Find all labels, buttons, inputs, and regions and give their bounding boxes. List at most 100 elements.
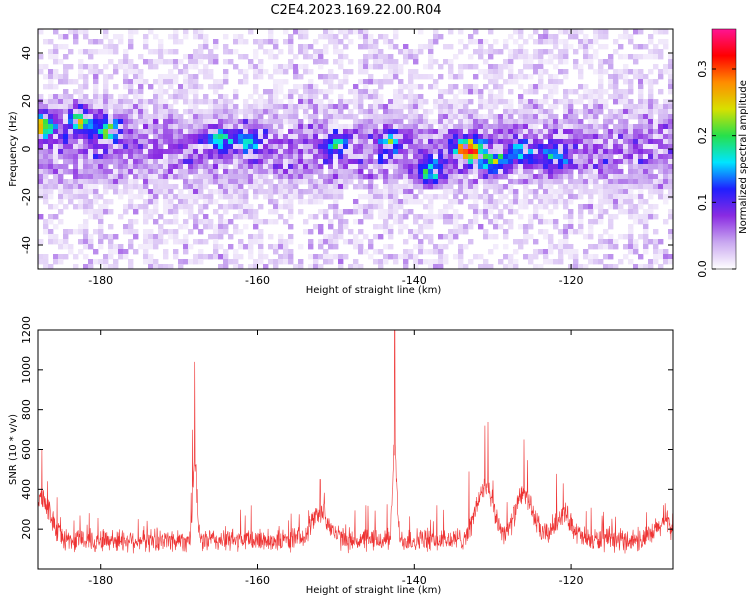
spectrogram-cell (488, 109, 494, 115)
spectrogram-cell (643, 124, 649, 130)
spectrogram-cell (288, 199, 294, 205)
spectrogram-cell (498, 164, 504, 170)
spectrogram-cell (178, 259, 184, 265)
spectrogram-cell (473, 219, 479, 225)
y-tick-label: 40 (20, 46, 33, 60)
y-tick-label: 20 (20, 94, 33, 108)
spectrogram-cell (663, 64, 669, 70)
spectrogram-cell (598, 89, 604, 95)
spectrogram-cell (513, 239, 519, 245)
spectrogram-cell (63, 74, 69, 80)
spectrogram-cell (508, 34, 514, 40)
colorbar: 0.00.10.20.3 Normalized spectral amplitu… (696, 28, 749, 278)
spectrogram-cell (198, 134, 204, 140)
spectrogram-cell (138, 164, 144, 170)
spectrogram-cell (513, 199, 519, 205)
spectrogram-cell (88, 159, 94, 165)
spectrogram-cell (258, 234, 264, 240)
spectrogram-cell (453, 174, 459, 180)
spectrogram-cell (273, 44, 279, 50)
spectrogram-cell (398, 144, 404, 150)
spectrogram-cell (568, 34, 574, 40)
spectrogram-cell (453, 224, 459, 230)
spectrogram-cell (208, 254, 214, 260)
spectrogram-cell (598, 159, 604, 165)
spectrogram-cell (278, 129, 284, 135)
spectrogram-cell (628, 179, 634, 185)
spectrogram-cell (453, 199, 459, 205)
spectrogram-cell (573, 129, 579, 135)
spectrogram-cell (518, 119, 524, 125)
spectrogram-cell (228, 104, 234, 110)
spectrogram-cell (583, 204, 589, 210)
spectrogram-cell (263, 179, 269, 185)
spectrogram-cell (323, 49, 329, 55)
spectrogram-cell (328, 189, 334, 195)
spectrogram-cell (503, 254, 509, 260)
spectrogram-cell (533, 144, 539, 150)
spectrogram-cell (73, 179, 79, 185)
spectrogram-cell (563, 154, 569, 160)
spectrogram-cell (593, 119, 599, 125)
spectrogram-cell (623, 124, 629, 130)
spectrogram-cell (118, 214, 124, 220)
spectrogram-cell (333, 184, 339, 190)
spectrogram-cell (488, 184, 494, 190)
spectrogram-cell (593, 39, 599, 45)
spectrogram-cell (358, 139, 364, 145)
spectrogram-cell (228, 244, 234, 250)
spectrogram-cell (398, 129, 404, 135)
spectrogram-cell (158, 104, 164, 110)
spectrogram-cell (138, 114, 144, 120)
spectrogram-cell (233, 144, 239, 150)
spectrogram-cell (238, 79, 244, 85)
spectrogram-cell (608, 234, 614, 240)
spectrogram-cell (518, 159, 524, 165)
spectrogram-cell (638, 54, 644, 60)
spectrogram-cell (358, 244, 364, 250)
spectrogram-cell (548, 39, 554, 45)
spectrogram-cell (188, 209, 194, 215)
spectrogram-cell (463, 144, 469, 150)
spectrogram-cell (603, 164, 609, 170)
spectrogram-cell (268, 139, 274, 145)
spectrogram-cell (443, 59, 449, 65)
spectrogram-cell (373, 129, 379, 135)
spectrogram-cell (48, 154, 54, 160)
spectrogram-cell (588, 204, 594, 210)
spectrogram-cell (83, 194, 89, 200)
spectrogram-cell (403, 254, 409, 260)
spectrogram-cell (133, 29, 139, 35)
spectrogram-cell (53, 259, 59, 265)
spectrogram-cell (233, 154, 239, 160)
spectrogram-cell (73, 189, 79, 195)
spectrogram-cell (78, 179, 84, 185)
spectrogram-cell (123, 74, 129, 80)
spectrogram-cell (638, 134, 644, 140)
spectrogram-cell (598, 69, 604, 75)
spectrogram-cell (658, 74, 664, 80)
spectrogram-cell (118, 104, 124, 110)
spectrogram-cell (53, 29, 59, 35)
spectrogram-cell (528, 99, 534, 105)
spectrogram-cell (198, 184, 204, 190)
spectrogram-cell (573, 149, 579, 155)
spectrogram-cell (653, 184, 659, 190)
spectrogram-cell (373, 199, 379, 205)
spectrogram-cell (653, 49, 659, 55)
spectrogram-cell (488, 169, 494, 175)
spectrogram-cell (258, 69, 264, 75)
spectrogram-cell (248, 254, 254, 260)
spectrogram-cell (288, 134, 294, 140)
spectrogram-cell (558, 124, 564, 130)
spectrogram-cell (418, 139, 424, 145)
spectrogram-cell (518, 84, 524, 90)
spectrogram-cell (73, 109, 79, 115)
spectrogram-cell (483, 149, 489, 155)
spectrogram-cell (528, 54, 534, 60)
spectrogram-cell (43, 64, 49, 70)
spectrogram-cell (598, 104, 604, 110)
spectrogram-cell (388, 159, 394, 165)
spectrogram-cell (333, 44, 339, 50)
spectrogram-cell (113, 34, 119, 40)
